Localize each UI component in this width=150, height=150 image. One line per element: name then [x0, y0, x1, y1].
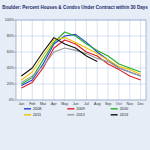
legend-label: 2009 [76, 107, 84, 111]
legend-label: 2008 [33, 107, 41, 111]
tick-label: Sep [105, 102, 111, 106]
tick-label: Jan [19, 102, 25, 106]
series-line [21, 38, 140, 80]
tick-label: Nov [127, 102, 134, 106]
tick-label: Dec [137, 102, 144, 106]
tick-label: 80% [7, 34, 15, 38]
grid-line [97, 20, 98, 100]
tick [15, 36, 17, 37]
grid-line [140, 20, 141, 100]
grid-line [129, 20, 130, 100]
grid-line [86, 20, 87, 100]
background [0, 0, 150, 150]
tick-label: Oct [116, 102, 122, 106]
legend-swatch [24, 108, 31, 109]
grid-line [75, 20, 76, 100]
tick-label: Aug [94, 102, 100, 106]
tick-label: Mar [40, 102, 47, 106]
grid-line [118, 20, 119, 100]
legend-swatch [111, 108, 118, 109]
legend-label: 2012 [76, 113, 84, 117]
tick [15, 52, 17, 53]
tick-label: 100% [5, 18, 15, 22]
series-line [21, 48, 140, 82]
title: Boulder: Percent Houses & Condos Under C… [2, 5, 148, 10]
tick-label: May [61, 102, 68, 106]
legend-swatch [67, 108, 74, 109]
tick-label: 20% [7, 82, 15, 86]
series-line [21, 40, 140, 88]
legend-swatch [67, 114, 74, 115]
series-line [21, 34, 140, 85]
legend-label: 2013 [120, 113, 128, 117]
tick [15, 20, 17, 21]
tick-label: 40% [7, 66, 15, 70]
tick [15, 100, 17, 101]
grid-line [53, 20, 54, 100]
legend-label: 2010 [120, 107, 128, 111]
series-line [21, 38, 97, 76]
tick-label: 60% [7, 50, 15, 54]
tick-label: Jul [84, 102, 89, 106]
tick-label: Feb [29, 102, 35, 106]
tick-label: Apr [51, 102, 57, 106]
tick [15, 68, 17, 69]
chart: Boulder: Percent Houses & Condos Under C… [0, 0, 150, 150]
tick [15, 84, 17, 85]
legend-swatch [24, 114, 31, 115]
tick-label: Jun [73, 102, 79, 106]
legend-swatch [111, 114, 118, 115]
grid-line [16, 36, 146, 37]
legend-label: 2011 [33, 113, 41, 117]
grid-line [32, 20, 33, 100]
grid-line [16, 84, 146, 85]
tick-label: 0% [9, 98, 15, 102]
series-line [21, 32, 140, 84]
grid-line [16, 20, 146, 21]
grid-line [16, 100, 146, 101]
series-group [21, 32, 140, 88]
plot-frame [16, 20, 146, 100]
